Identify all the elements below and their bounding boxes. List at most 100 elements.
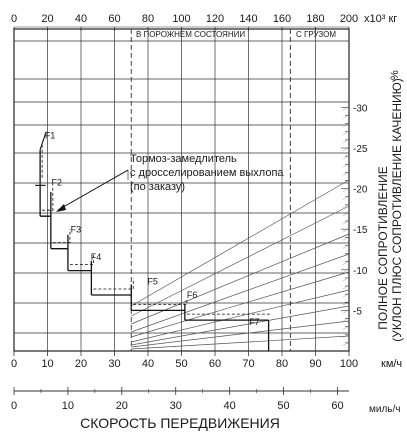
resistance-unit: %: [389, 70, 401, 80]
resistance-scale: -30 -25 -20 -15 -10 -5: [341, 103, 368, 347]
resistance-hatch: [342, 244, 350, 249]
speed-mph-unit: миль/ч: [369, 404, 401, 415]
top-tick-label: 80: [142, 13, 154, 25]
x-axis-title: СКОРОСТЬ ПЕРЕДВИЖЕНИЯ: [80, 415, 280, 431]
resistance-line: [131, 271, 350, 338]
top-tick-label: 20: [41, 13, 53, 25]
resistance-hatch: [342, 301, 350, 306]
gear-label-f5: F5: [147, 276, 158, 286]
mph-tick-label: 20: [116, 400, 128, 412]
kmh-tick-label: 50: [175, 358, 187, 370]
annotation-line-2: с дросселированием выхлопа: [130, 167, 284, 179]
resistance-tick-label: -5: [353, 306, 362, 317]
mph-tick-label: 40: [224, 400, 236, 412]
mph-tick-label: 10: [62, 400, 74, 412]
resistance-line: [131, 320, 350, 348]
resistance-hatch: [342, 236, 350, 241]
gear-curve-f4: [67, 260, 93, 272]
resistance-hatch: [342, 138, 350, 144]
resistance-label-line-1: ПОЛНОЕ СОПРОТИВЛЕНИЕ: [376, 166, 390, 329]
kmh-tick-label: 90: [309, 358, 321, 370]
resistance-hatch: [342, 146, 350, 152]
resistance-lines: [131, 179, 350, 350]
top-tick-label: 100: [172, 13, 190, 25]
gear-label-f7: F7: [249, 317, 260, 327]
top-weight-scale: 0 20 40 60 80 100 120 140 160 180 200: [11, 13, 358, 31]
gear-f1-tip: [39, 131, 47, 150]
top-tick-label: 0: [11, 13, 17, 25]
resistance-hatch: [342, 203, 350, 209]
resistance-line: [131, 289, 350, 343]
annotation-line-1: Тормоз-замедлитель: [130, 153, 237, 165]
mph-tick-label: 0: [11, 400, 17, 412]
gear-curve-f5: [91, 284, 132, 296]
resistance-hatch: [342, 309, 350, 314]
gear-retarder-f2: [42, 185, 54, 211]
top-tick-label: 60: [108, 13, 120, 25]
resistance-tick-label: -10: [353, 266, 368, 277]
kmh-tick-label: 10: [41, 358, 53, 370]
annotation-arrowhead: [56, 204, 66, 212]
kmh-tick-label: 40: [142, 358, 154, 370]
kmh-tick-label: 60: [209, 358, 221, 370]
gear-label-f6: F6: [187, 290, 198, 300]
top-tick-label: 160: [273, 13, 291, 25]
resistance-tick-label: -30: [353, 103, 368, 114]
plot-grid: [13, 28, 350, 352]
gear-label-f3: F3: [71, 224, 82, 234]
top-tick-label: 120: [206, 13, 224, 25]
resistance-hatch: [342, 260, 350, 265]
gear-retarder-f5: [93, 278, 134, 290]
gear-curve-f2: [40, 191, 52, 217]
gear-curve-f3: [50, 234, 69, 250]
kmh-tick-label: 100: [340, 358, 358, 370]
gear-curves: F1 F2 F3 F4 F5 F6 F7: [35, 130, 271, 351]
resistance-line: [131, 179, 350, 307]
resistance-hatch: [342, 195, 350, 200]
gear-retarder-f3: [52, 228, 71, 244]
annotation-leader: [57, 169, 129, 211]
resistance-hatch: [342, 211, 350, 217]
resistance-hatch: [342, 276, 350, 282]
speed-kmh-axis: 0 10 20 30 40 50 60 70 80 90 100: [11, 351, 358, 370]
resistance-tick-label: -25: [353, 144, 368, 155]
top-tick-label: 180: [306, 13, 324, 25]
top-tick-label: 200: [340, 13, 358, 25]
mph-tick-label: 50: [277, 400, 289, 412]
resistance-hatch: [342, 228, 350, 233]
empty-weight-label: В ПОРОЖНЕМ СОСТОЯНИИ: [136, 30, 245, 39]
resistance-label-line-2: (УКЛОН ПЛЮС СОПРОТИВЛЕНИЕ КАЧЕНИЮ): [390, 78, 404, 342]
resistance-tick-label: -15: [353, 225, 368, 236]
loaded-weight-label: С ГРУЗОМ: [296, 30, 336, 39]
resistance-hatch: [342, 114, 350, 119]
resistance-hatch: [342, 341, 350, 347]
resistance-line: [131, 253, 350, 333]
mph-tick-label: 30: [170, 400, 182, 412]
resistance-hatch: [342, 292, 350, 298]
speed-kmh-unit: км/ч: [381, 358, 402, 370]
resistance-hatch: [342, 179, 350, 184]
resistance-hatch: [342, 317, 350, 322]
resistance-line: [131, 335, 350, 350]
resistance-hatch: [342, 252, 350, 257]
gear-retarder-f6: [133, 297, 188, 305]
kmh-tick-label: 70: [242, 358, 254, 370]
top-weight-unit: x10³ кг: [364, 13, 397, 25]
resistance-hatch: [342, 171, 350, 176]
gear-retarder-f4: [69, 254, 94, 266]
annotation-line-3: (по заказу): [130, 181, 185, 193]
resistance-hatch: [342, 333, 350, 338]
resistance-hatch: [342, 122, 350, 127]
speed-mph-axis: 0 10 20 30 40 50 60: [11, 387, 349, 412]
resistance-hatch: [342, 284, 350, 290]
top-tick-label: 40: [75, 13, 87, 25]
gear-label-f2: F2: [52, 177, 63, 187]
resistance-hatch: [342, 219, 350, 225]
resistance-hatch: [342, 187, 350, 192]
resistance-hatch: [342, 325, 350, 330]
kmh-tick-label: 20: [75, 358, 87, 370]
resistance-line: [131, 305, 350, 346]
gear-label-f1: F1: [45, 130, 56, 140]
resistance-hatch: [342, 163, 350, 168]
